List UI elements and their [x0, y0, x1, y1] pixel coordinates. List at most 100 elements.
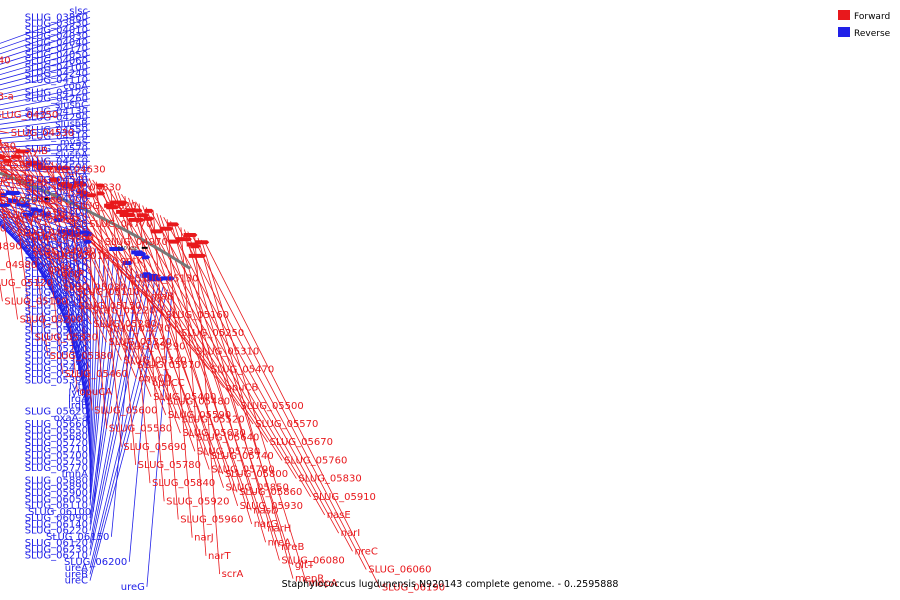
forward-gene-label: nreA — [268, 537, 291, 548]
forward-gene-label: SLUG_06060 — [368, 565, 431, 576]
leader-line — [92, 260, 119, 512]
forward-gene — [27, 162, 44, 167]
leader-line — [0, 35, 91, 65]
forward-gene-label: opuCC — [152, 378, 185, 389]
reverse-gene-label: SLUG_06200 — [64, 557, 127, 568]
forward-gene-label: SLUG_05580 — [109, 424, 172, 435]
forward-gene-label: SLUG_05860 — [239, 487, 302, 498]
leader-line — [29, 152, 136, 366]
leader-line — [85, 176, 181, 434]
forward-gene — [0, 138, 2, 143]
reverse-gene-label: SLUG_05140 — [25, 294, 88, 305]
forward-gene-label: SLUG_05270 — [107, 324, 170, 335]
forward-gene-label: SLUG_05130 — [135, 274, 198, 285]
forward-gene-label: SLUG_04980 — [0, 260, 37, 271]
reverse-gene-label: SLUG_04910 — [25, 263, 88, 274]
reverse-gene-label: SLUG_05650 — [25, 425, 88, 436]
forward-gene-label: SLUG_05640 — [196, 433, 259, 444]
leader-line — [103, 185, 209, 457]
leader-line — [0, 110, 91, 125]
reverse-gene — [83, 231, 93, 236]
forward-gene-label: narH — [267, 524, 291, 535]
leader-line — [0, 162, 134, 279]
reverse-gene-label: SLUG_04960 — [25, 250, 88, 261]
reverse-gene — [141, 273, 159, 278]
forward-gene-label: nasD — [253, 505, 279, 516]
forward-gene-label: SLUG_05480 — [167, 396, 230, 407]
leader-line — [0, 167, 77, 307]
reverse-gene-label: SLUG_05090 — [25, 281, 88, 292]
reverse-gene-label: SLUG_05080 — [25, 269, 88, 280]
reverse-gene — [134, 251, 147, 256]
leader-line — [0, 85, 91, 106]
leader-line — [0, 184, 91, 200]
leader-line — [146, 292, 173, 587]
forward-gene-label: SLUG_05150 — [78, 301, 141, 312]
reverse-gene-label: SLUG_04920 — [25, 275, 88, 286]
reverse-gene-label: SLUG_03860 — [25, 12, 88, 23]
forward-gene-label: SLUG_05590 — [168, 410, 231, 421]
leader-line — [89, 265, 128, 525]
forward-gene-label: narT — [208, 551, 232, 562]
forward-gene — [106, 205, 120, 210]
leader-line — [0, 92, 91, 111]
forward-gene-label: SLUG_05310 — [196, 346, 259, 357]
reverse-gene-label: SLUG_05260 — [25, 332, 88, 343]
leader-line — [194, 235, 221, 575]
forward-gene-label: SLUG_06190 — [382, 583, 445, 594]
forward-gene-label: opuCA — [79, 387, 112, 398]
forward-gene-label: gntP — [62, 269, 85, 280]
forward-gene — [11, 154, 23, 159]
reverse-gene-label: SLUG_04940 — [25, 300, 88, 311]
forward-gene-label: opuCB — [226, 383, 259, 394]
leader-line — [0, 177, 91, 187]
reverse-gene-label: SLUG_04120 — [25, 87, 88, 98]
forward-gene — [96, 191, 106, 196]
reverse-gene-label: SLUG_04460 — [25, 225, 88, 236]
forward-gene-label: SLUG_04340 — [0, 55, 11, 66]
reverse-gene — [22, 212, 36, 217]
reverse-gene-label: SLUG_05360 — [25, 357, 88, 368]
leader-line — [66, 168, 93, 411]
forward-gene-label: SLUG_05740 — [210, 451, 273, 462]
leader-line — [0, 73, 91, 96]
leader-line — [0, 224, 91, 294]
forward-gene-label: SLUG_05500 — [240, 401, 303, 412]
forward-gene-label: SLUG_05840 — [152, 478, 215, 489]
leader-line — [14, 211, 91, 375]
leader-line — [201, 239, 307, 584]
reverse-gene — [42, 212, 52, 217]
leader-line — [117, 192, 224, 475]
reverse-gene-label: SLUG_05900 — [25, 488, 88, 499]
forward-gene-label: SLUG_05110 — [77, 287, 140, 298]
forward-gene-label: SLUG_05400 — [153, 392, 216, 403]
reverse-gene-label: SLUG_05240 — [25, 319, 88, 330]
forward-gene — [143, 216, 154, 221]
forward-gene — [194, 240, 210, 245]
forward-gene-label: SLUG_05470 — [211, 364, 274, 375]
reverse-gene-label: SLUG_04570 — [25, 144, 88, 155]
reverse-gene-label: lrgB — [68, 400, 88, 411]
leader-line — [0, 189, 60, 275]
forward-gene — [144, 208, 154, 213]
forward-gene — [128, 217, 145, 222]
reverse-gene-label: SLUG_05210 — [25, 344, 88, 355]
reverse-gene-label: SLUG_05700 — [25, 450, 88, 461]
leader-line — [0, 98, 91, 116]
reverse-gene-label: oxaA-a — [54, 413, 88, 424]
reverse-gene-label: SLUG_05770 — [25, 463, 88, 474]
reverse-gene-label: SLUG_04930 — [25, 288, 88, 299]
forward-gene-label: SLUG_04890 — [0, 242, 22, 253]
leader-line — [14, 146, 121, 347]
leader-line — [89, 245, 92, 475]
leader-line — [19, 213, 91, 381]
leader-line — [124, 196, 151, 484]
reverse-gene-label: SLUG_05720 — [25, 438, 88, 449]
reverse-gene-label: SLUG_05390 — [25, 375, 88, 386]
reverse-gene-label: SLUG_06150 — [46, 532, 109, 543]
forward-gene — [63, 184, 78, 189]
forward-gene-label: slsE — [0, 192, 5, 203]
reverse-gene-label: slushA — [55, 150, 88, 161]
